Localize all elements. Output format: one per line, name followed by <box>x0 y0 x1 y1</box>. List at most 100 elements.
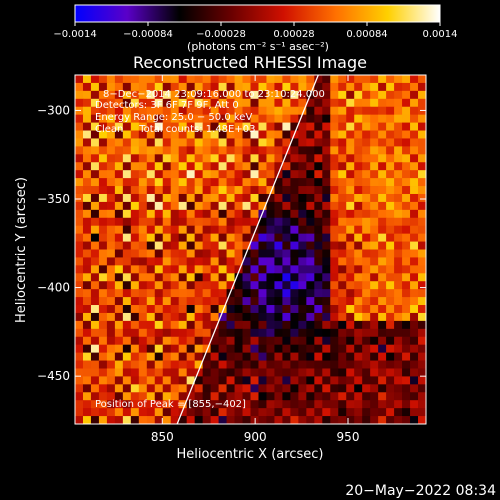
heatmap-cell <box>90 312 100 322</box>
heatmap-cell <box>330 352 339 361</box>
heatmap-cell <box>402 186 411 195</box>
heatmap-cell <box>322 241 331 250</box>
heatmap-cell <box>306 146 315 155</box>
heatmap-cell <box>170 400 180 409</box>
heatmap-cell <box>234 98 243 108</box>
heatmap-cell <box>178 328 188 338</box>
heatmap-cell <box>194 146 204 155</box>
heatmap-cell <box>314 392 323 401</box>
heatmap-cell <box>194 416 204 424</box>
heatmap-cell <box>186 368 196 377</box>
heatmap-cell <box>234 75 243 84</box>
heatmap-cell <box>418 360 426 369</box>
heatmap-cell <box>82 114 92 123</box>
heatmap-cell <box>322 114 331 123</box>
heatmap-cell <box>338 138 347 147</box>
heatmap-cell <box>410 320 419 330</box>
heatmap-cell <box>170 178 180 187</box>
heatmap-cell <box>218 320 227 330</box>
heatmap-cell <box>226 178 235 187</box>
heatmap-cell <box>122 186 132 195</box>
heatmap-cell <box>218 225 227 235</box>
heatmap-cell <box>98 376 108 385</box>
heatmap-cell <box>114 344 124 354</box>
heatmap-cell <box>90 336 100 346</box>
heatmap-cell <box>258 265 267 274</box>
heatmap-cell <box>290 360 299 369</box>
heatmap-cell <box>82 376 92 385</box>
heatmap-cell <box>106 162 116 171</box>
heatmap-cell <box>354 90 363 100</box>
heatmap-cell <box>194 138 204 147</box>
heatmap-cell <box>130 75 140 84</box>
heatmap-cell <box>154 320 164 330</box>
heatmap-cell <box>378 368 387 377</box>
heatmap-cell <box>75 400 84 409</box>
heatmap-cell <box>114 352 124 361</box>
heatmap-cell <box>90 320 100 330</box>
heatmap-cell <box>250 209 259 219</box>
heatmap-cell <box>170 336 180 346</box>
heatmap-cell <box>178 400 188 409</box>
heatmap-cell <box>314 249 323 258</box>
heatmap-cell <box>410 249 419 258</box>
heatmap-cell <box>194 368 204 377</box>
heatmap-cell <box>370 193 379 203</box>
heatmap-cell <box>330 289 339 298</box>
heatmap-cell <box>394 408 403 417</box>
heatmap-cell <box>306 138 315 147</box>
heatmap-cell <box>386 392 395 401</box>
heatmap-cell <box>306 178 315 187</box>
heatmap-cell <box>322 201 331 211</box>
heatmap-cell <box>290 209 299 219</box>
heatmap-cell <box>258 305 267 314</box>
heatmap-cell <box>218 289 227 298</box>
heatmap-cell <box>418 138 426 147</box>
heatmap-cell <box>122 241 132 250</box>
heatmap-cell <box>194 392 204 401</box>
heatmap-cell <box>90 368 100 377</box>
heatmap-cell <box>354 138 363 147</box>
heatmap-cell <box>330 257 339 266</box>
heatmap-cell <box>266 352 275 361</box>
heatmap-cell <box>362 193 371 203</box>
heatmap-cell <box>186 170 196 179</box>
heatmap-cell <box>226 130 235 139</box>
heatmap-cell <box>130 392 140 401</box>
heatmap-cell <box>82 344 92 354</box>
heatmap-cell <box>178 154 188 163</box>
heatmap-cell <box>274 241 283 250</box>
heatmap-cell <box>410 352 419 361</box>
heatmap-cell <box>314 297 323 306</box>
heatmap-cell <box>162 233 172 242</box>
heatmap-cell <box>322 297 331 306</box>
heatmap-cell <box>242 138 251 147</box>
heatmap-cell <box>178 75 188 84</box>
heatmap-cell <box>362 352 371 361</box>
heatmap-cell <box>242 201 251 211</box>
heatmap-cell <box>98 233 108 242</box>
heatmap-cell <box>306 114 315 123</box>
heatmap-cell <box>226 225 235 235</box>
heatmap-cell <box>418 328 426 338</box>
heatmap-cell <box>75 162 84 171</box>
heatmap-cell <box>330 368 339 377</box>
heatmap-cell <box>130 178 140 187</box>
heatmap-cell <box>418 241 426 250</box>
colorbar-units-label: (photons cm⁻² s⁻¹ asec⁻²) <box>187 40 329 53</box>
heatmap-cell <box>194 193 204 203</box>
heatmap-cell <box>346 344 355 354</box>
heatmap-cell <box>218 193 227 203</box>
heatmap-cell <box>75 344 84 354</box>
heatmap-cell <box>90 225 100 235</box>
heatmap-cell <box>130 297 140 306</box>
heatmap-cell <box>146 114 156 123</box>
heatmap-cell <box>402 368 411 377</box>
heatmap-cell <box>186 408 196 417</box>
heatmap-cell <box>130 209 140 219</box>
heatmap-cell <box>82 201 92 211</box>
heatmap-cell <box>130 265 140 274</box>
heatmap-cell <box>98 328 108 338</box>
heatmap-cell <box>330 170 339 179</box>
heatmap-cell <box>154 408 164 417</box>
